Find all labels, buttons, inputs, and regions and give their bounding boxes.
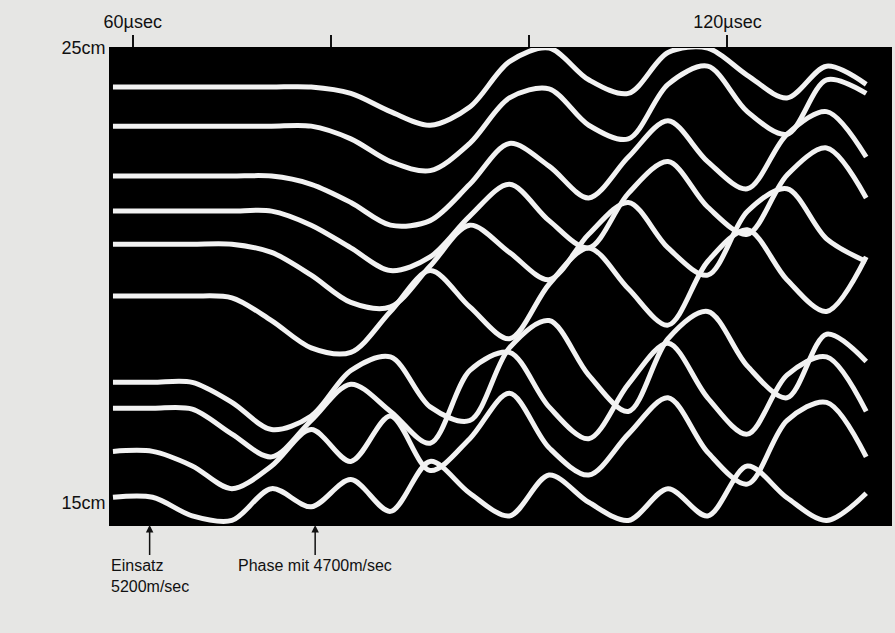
svg-text:120µsec: 120µsec: [693, 12, 761, 32]
svg-text:60µsec: 60µsec: [104, 12, 162, 32]
svg-text:Einsatz5200m/sec: Einsatz5200m/sec: [111, 557, 189, 595]
svg-text:25cm: 25cm: [61, 38, 105, 58]
svg-text:15cm: 15cm: [61, 493, 105, 513]
svg-text:Phase mit 4700m/sec: Phase mit 4700m/sec: [238, 557, 392, 574]
